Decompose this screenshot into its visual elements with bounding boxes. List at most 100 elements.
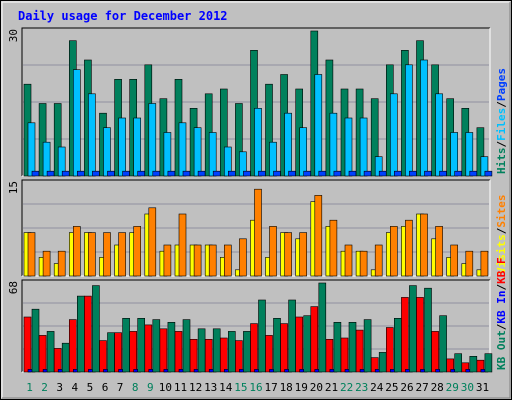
bar-kb-out [484,353,493,373]
bar-sites [73,226,81,277]
bar-kb-f [370,357,379,373]
bar-kb-f [235,340,243,373]
day-label: 18 [280,381,293,394]
day-label: 20 [310,381,323,394]
bar-kb-out [288,299,296,373]
bar-files [118,117,126,177]
bar-kb-out [61,342,70,373]
bar-sites [193,244,202,277]
bar-kb-out [378,352,387,373]
bar-files [103,127,111,177]
bar-hits [53,103,62,177]
day-label: 5 [87,381,94,394]
legend-entry: Pages [495,68,508,101]
legend-entry: KB Out [495,330,508,370]
bar-files [269,141,277,177]
bar-sites [359,250,368,277]
bar-pages [378,170,387,177]
bar-hits [235,103,243,177]
bar-kb-out [348,321,357,373]
bar-files [73,69,81,177]
bar-pages [212,170,221,177]
bar-kb-f [23,316,32,373]
bar-pages [46,170,55,177]
bar-kb-out [363,319,372,373]
bar-files [314,74,323,177]
y-max-label: 68 [7,281,20,294]
bar-hits [265,83,273,177]
bar-sites [405,219,413,277]
bar-kb-out [167,321,176,373]
day-label: 9 [147,381,154,394]
bar-kb-f [340,337,349,373]
bar-kb-out [152,319,161,373]
bar-files [299,127,308,177]
panel-legend: Hits/Files/Pages [495,68,508,174]
bar-kb-out [107,332,115,373]
bar-kb-f [38,335,47,373]
bar-pages [318,170,327,177]
bar-kb-out [273,317,281,373]
bar-pages [288,170,296,177]
day-label: 15 [234,381,247,394]
bar-pages [197,170,206,177]
bar-kb-f [310,306,319,373]
day-label: 17 [264,381,277,394]
bar-kb-out [469,355,478,373]
bar-kb-f [189,338,198,373]
bar-sites [480,250,489,277]
bar-pages [77,170,85,177]
bar-files [344,117,353,177]
bar-kb-out [228,331,236,373]
bar-kb-out [409,285,417,373]
day-label: 14 [219,381,233,394]
bar-files [329,112,338,177]
legend-entry: Visits [495,234,508,274]
bar-files [27,122,36,177]
legend-entry: / [495,101,508,108]
bar-files [193,127,202,177]
day-label: 2 [41,381,48,394]
bar-kb-f [174,331,183,373]
bar-pages [363,170,372,177]
bar-pages [107,170,115,177]
bar-kb-f [114,332,122,373]
chart-title: Daily usage for December 2012 [18,9,228,23]
day-label: 22 [340,381,353,394]
bar-sites [284,232,292,277]
bar-pages [333,170,342,177]
bar-kb-f [401,297,409,373]
bar-pages [31,170,40,177]
bar-kb-f [280,323,288,373]
bar-files [389,93,398,177]
bar-kb-f [461,362,470,373]
day-label: 27 [415,381,428,394]
bar-kb-f [69,319,77,373]
bar-kb-out [92,285,100,373]
bar-pages [182,170,191,177]
bar-sites [420,213,428,277]
plot-edge-dark [21,279,490,372]
bar-kb-f [53,348,62,373]
bar-files [239,151,247,177]
bar-kb-out [243,331,251,373]
bar-kb-f [144,324,153,373]
bar-files [42,141,51,177]
legend-entry: / [495,284,508,291]
bar-pages [152,170,161,177]
bar-kb-f [220,337,228,373]
bar-sites [178,213,187,277]
panel-visits-sites: 15 Visits/Sites [7,179,508,277]
bar-files [374,156,383,177]
day-label: 28 [431,381,444,394]
day-label: 10 [159,381,172,394]
day-label: 26 [400,381,413,394]
day-label: 31 [476,381,489,394]
bar-files [435,93,443,177]
bar-pages [303,170,312,177]
bar-sites [465,250,474,277]
